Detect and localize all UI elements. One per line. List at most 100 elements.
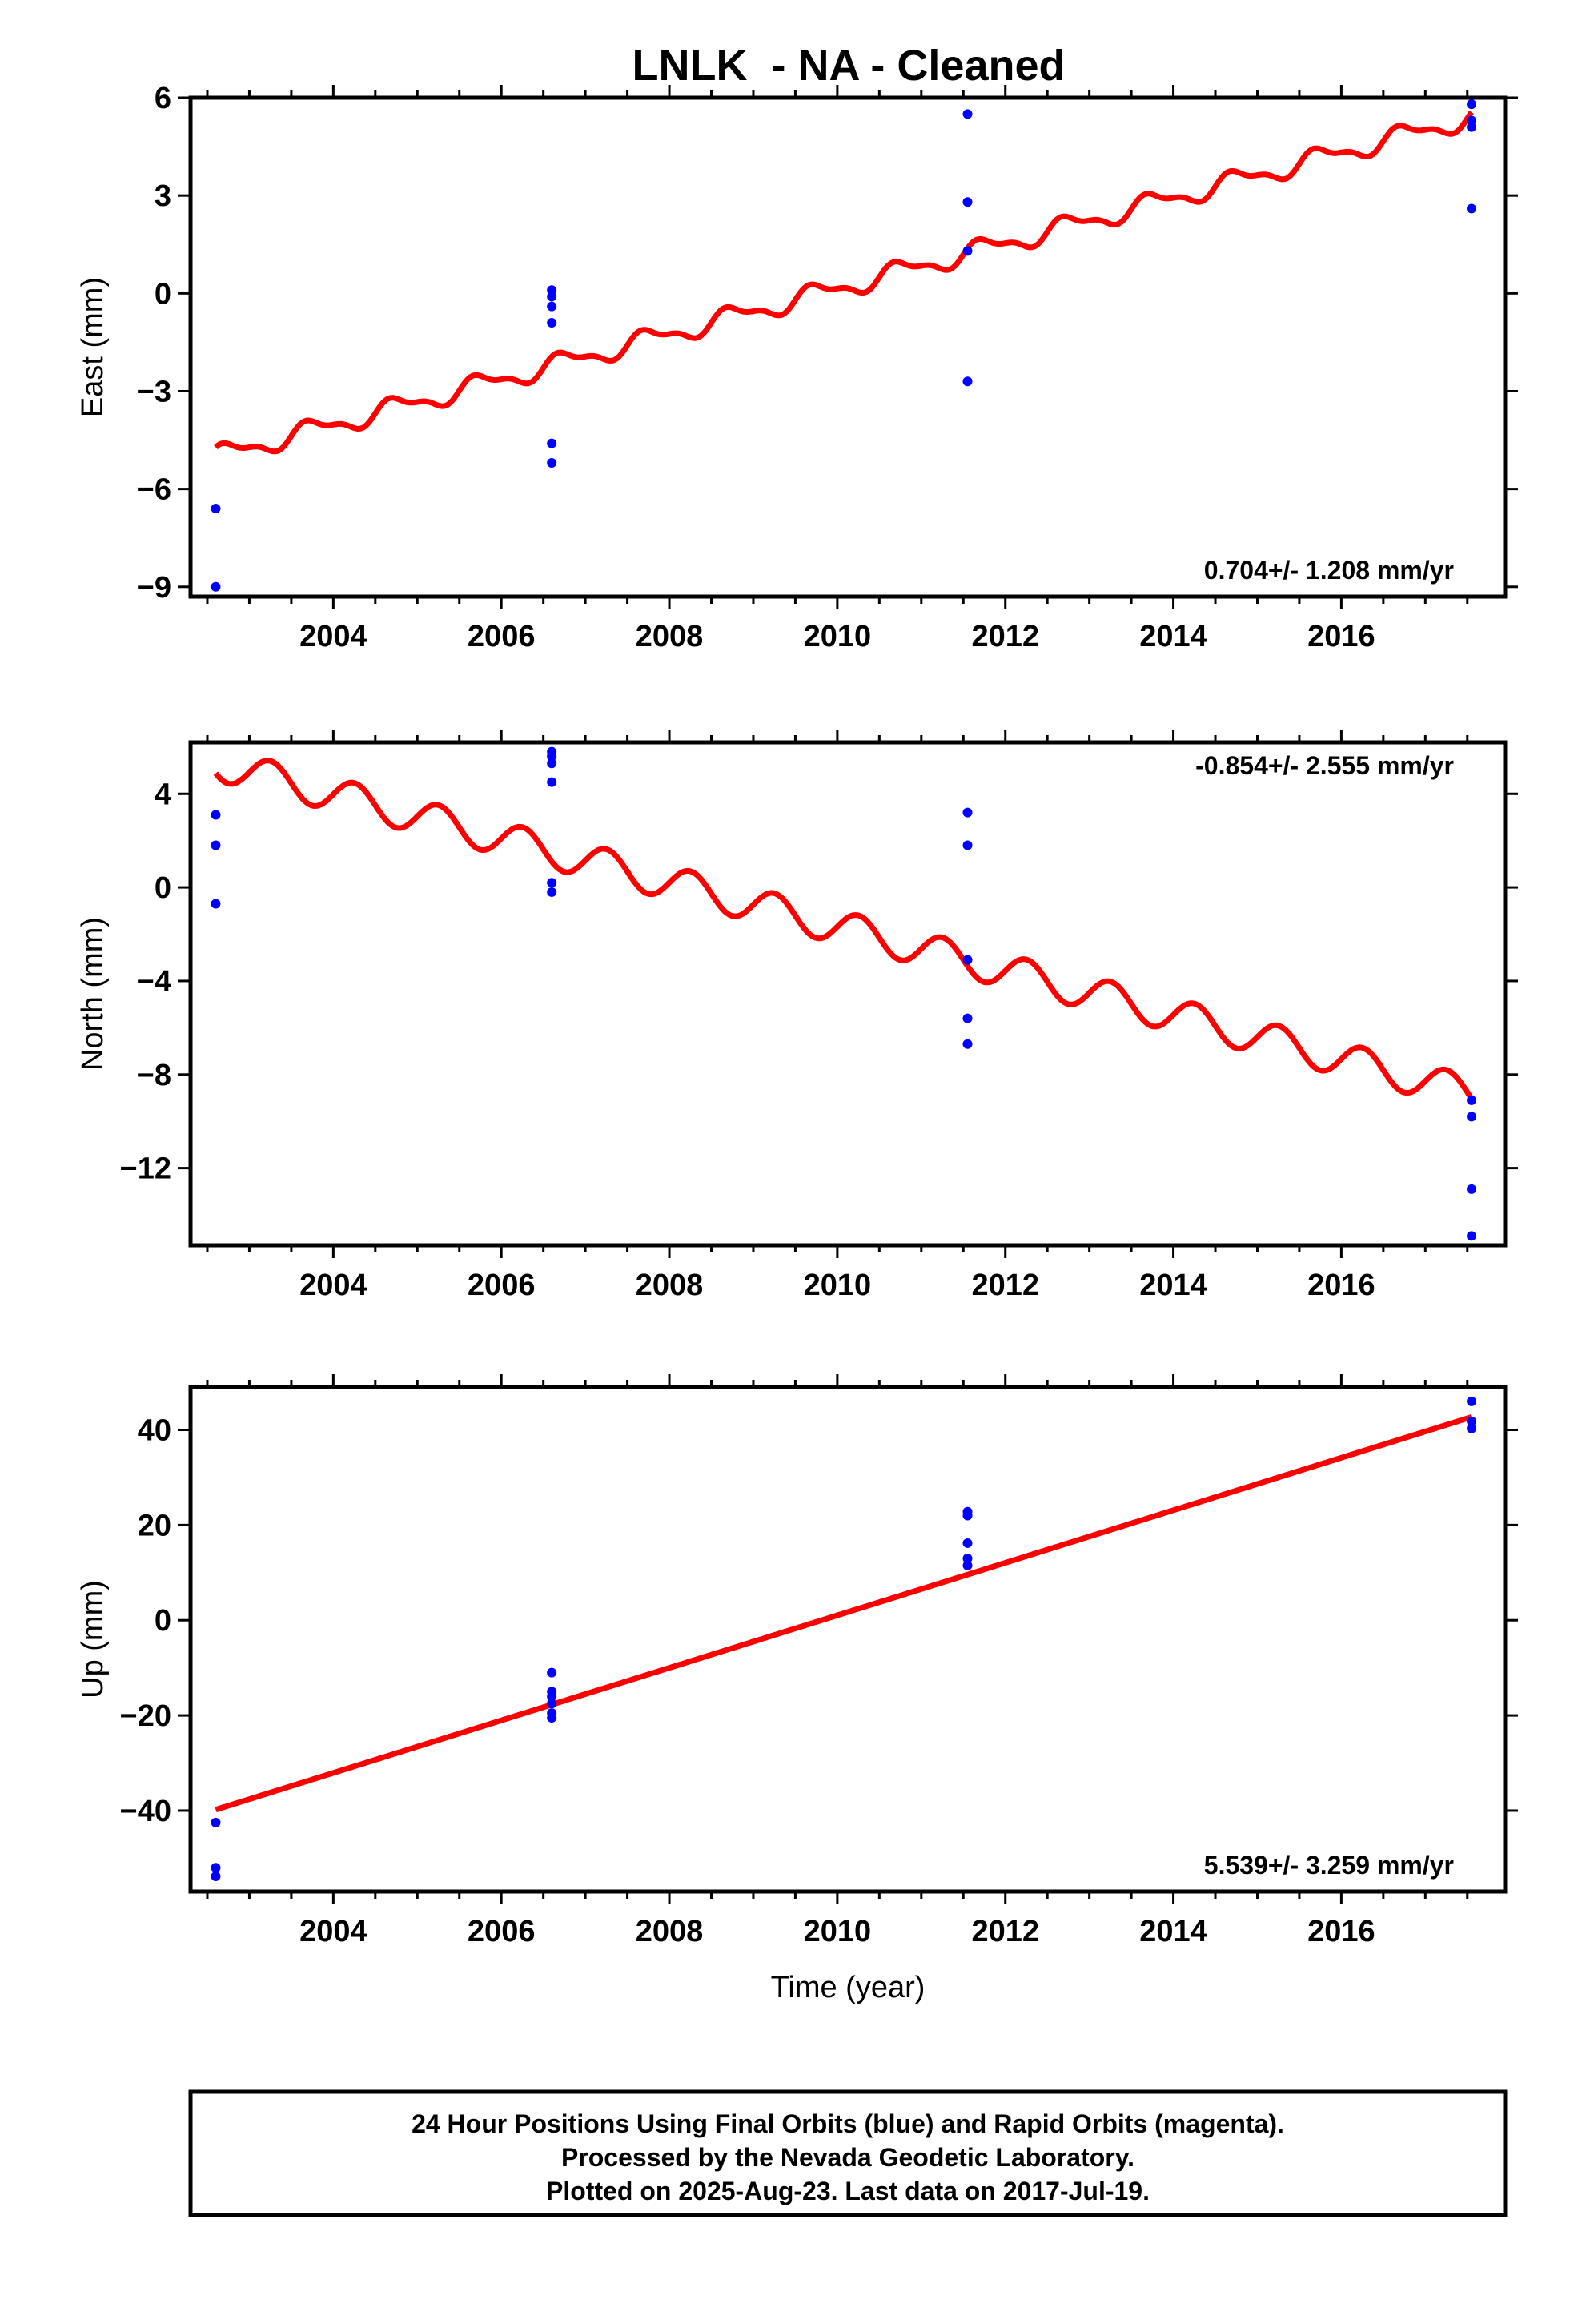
east-x-tick-label: 2008 bbox=[636, 620, 704, 653]
north-plot-frame bbox=[188, 740, 1508, 1248]
up-data-point bbox=[211, 1863, 221, 1873]
up-y-tick-label: 40 bbox=[138, 1413, 171, 1447]
east-data-point bbox=[547, 317, 557, 328]
footer-line-2: Processed by the Nevada Geodetic Laborat… bbox=[561, 2143, 1134, 2172]
east-data-point bbox=[547, 301, 557, 312]
north-data-point bbox=[211, 840, 221, 850]
north-data-point bbox=[211, 899, 221, 909]
footer-box: 24 Hour Positions Using Final Orbits (bl… bbox=[188, 2089, 1508, 2217]
up-data-point bbox=[547, 1699, 557, 1709]
up-data-point bbox=[547, 1713, 557, 1723]
north-rate-label: -0.854+/- 2.555 mm/yr bbox=[1195, 751, 1454, 780]
east-y-tick-label: 3 bbox=[155, 179, 171, 213]
up-data-point bbox=[211, 1817, 221, 1827]
east-data-point bbox=[547, 458, 557, 468]
north-data-point bbox=[962, 1013, 973, 1023]
east-y-tick-label: −9 bbox=[137, 571, 171, 605]
north-x-tick-label: 2006 bbox=[468, 1269, 536, 1302]
up-data-point bbox=[1467, 1416, 1477, 1426]
east-data-point bbox=[547, 438, 557, 448]
north-x-tick-label: 2014 bbox=[1139, 1269, 1207, 1302]
east-model-curve bbox=[214, 111, 1474, 455]
up-x-tick-label: 2004 bbox=[299, 1915, 367, 1948]
east-panel: 2004 2006 2008 2010 2012 2014 2016 −9 −6 −3 0 3 6 Eas… bbox=[76, 82, 1518, 653]
up-y-tick-label: 0 bbox=[155, 1604, 171, 1638]
east-data-point bbox=[1467, 99, 1477, 110]
north-data-point bbox=[1467, 1095, 1477, 1105]
north-data-point bbox=[547, 878, 557, 888]
north-y-tick-label: −12 bbox=[120, 1152, 171, 1186]
east-plot-frame bbox=[188, 95, 1508, 599]
north-y-tick-label: −4 bbox=[137, 965, 171, 999]
east-data-point bbox=[962, 246, 973, 256]
east-x-tick-label: 2010 bbox=[804, 620, 872, 653]
up-x-tick-label: 2008 bbox=[636, 1915, 704, 1948]
north-data-point bbox=[1467, 1184, 1477, 1194]
up-plot-frame bbox=[188, 1385, 1508, 1894]
east-y-tick-label: −6 bbox=[137, 473, 171, 507]
x-axis-label: Time (year) bbox=[771, 1971, 926, 2004]
north-y-tick-label: −8 bbox=[137, 1059, 171, 1092]
east-x-tick-label: 2006 bbox=[468, 620, 536, 653]
up-x-tick-label: 2012 bbox=[971, 1915, 1039, 1948]
north-y-tick-label: 0 bbox=[155, 871, 171, 905]
up-data-point bbox=[211, 1871, 221, 1881]
north-y-axis-label: North (mm) bbox=[76, 917, 110, 1071]
north-data-point bbox=[962, 807, 973, 818]
north-x-tick-label: 2012 bbox=[971, 1269, 1039, 1302]
east-data-point bbox=[962, 376, 973, 387]
up-x-tick-label: 2010 bbox=[804, 1915, 872, 1948]
east-x-tick-label: 2012 bbox=[971, 620, 1039, 653]
north-data-point bbox=[962, 840, 973, 850]
north-data-point bbox=[547, 758, 557, 769]
up-data-point bbox=[962, 1560, 973, 1570]
east-x-tick-label: 2016 bbox=[1307, 620, 1375, 653]
up-x-tick-label: 2006 bbox=[468, 1915, 536, 1948]
east-y-axis-label: East (mm) bbox=[76, 277, 110, 417]
up-y-tick-label: 20 bbox=[138, 1509, 171, 1542]
north-data-point bbox=[1467, 1112, 1477, 1122]
east-data-point bbox=[1467, 203, 1477, 214]
east-x-tick-label: 2004 bbox=[299, 620, 367, 653]
north-y-tick-label: 4 bbox=[155, 778, 171, 811]
north-data-point bbox=[962, 955, 973, 965]
north-x-tick-label: 2010 bbox=[804, 1269, 872, 1302]
up-data-point bbox=[962, 1510, 973, 1521]
north-model-curve bbox=[213, 758, 1474, 1100]
north-panel: 2004 2006 2008 2010 2012 2014 2016 −12 −8 −4 0 4 Nor… bbox=[76, 730, 1518, 1302]
east-y-tick-label: −3 bbox=[137, 375, 171, 408]
north-data-point bbox=[962, 1039, 973, 1049]
east-data-point bbox=[211, 581, 221, 592]
up-x-tick-label: 2014 bbox=[1139, 1915, 1207, 1948]
east-y-tick-label: 0 bbox=[155, 277, 171, 311]
up-y-tick-label: −40 bbox=[120, 1795, 171, 1828]
up-x-tick-label: 2016 bbox=[1307, 1915, 1375, 1948]
up-y-tick-label: −20 bbox=[120, 1699, 171, 1733]
north-x-tick-label: 2016 bbox=[1307, 1269, 1375, 1302]
up-rate-label: 5.539+/- 3.259 mm/yr bbox=[1204, 1851, 1454, 1880]
north-data-point bbox=[211, 810, 221, 820]
east-x-tick-label: 2014 bbox=[1139, 620, 1207, 653]
east-data-point bbox=[962, 109, 973, 119]
up-data-point bbox=[547, 1691, 557, 1702]
up-data-point bbox=[1467, 1396, 1477, 1406]
north-data-point bbox=[1467, 1231, 1477, 1241]
up-model-curve bbox=[214, 1414, 1473, 1813]
east-rate-label: 0.704+/- 1.208 mm/yr bbox=[1204, 556, 1454, 585]
up-y-axis-label: Up (mm) bbox=[76, 1580, 110, 1699]
north-data-point bbox=[547, 777, 557, 787]
footer-line-3: Plotted on 2025-Aug-23. Last data on 201… bbox=[546, 2177, 1150, 2205]
north-x-tick-label: 2004 bbox=[299, 1269, 367, 1302]
east-data-point bbox=[547, 292, 557, 302]
east-y-tick-label: 6 bbox=[155, 82, 171, 115]
footer-line-1: 24 Hour Positions Using Final Orbits (bl… bbox=[412, 2109, 1284, 2138]
up-data-point bbox=[547, 1667, 557, 1678]
up-panel: 2004 2006 2008 2010 2012 2014 2016 −40 −20 0 20 40 U… bbox=[76, 1374, 1518, 1948]
north-data-point bbox=[547, 887, 557, 897]
chart-title: LNLK - NA - Cleaned bbox=[632, 42, 1065, 90]
north-x-tick-label: 2008 bbox=[636, 1269, 704, 1302]
up-data-point bbox=[962, 1538, 973, 1548]
east-data-point bbox=[962, 197, 973, 207]
up-data-point bbox=[962, 1553, 973, 1563]
